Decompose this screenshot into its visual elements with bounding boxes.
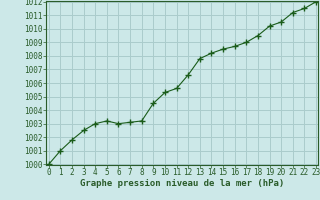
X-axis label: Graphe pression niveau de la mer (hPa): Graphe pression niveau de la mer (hPa) bbox=[80, 179, 284, 188]
